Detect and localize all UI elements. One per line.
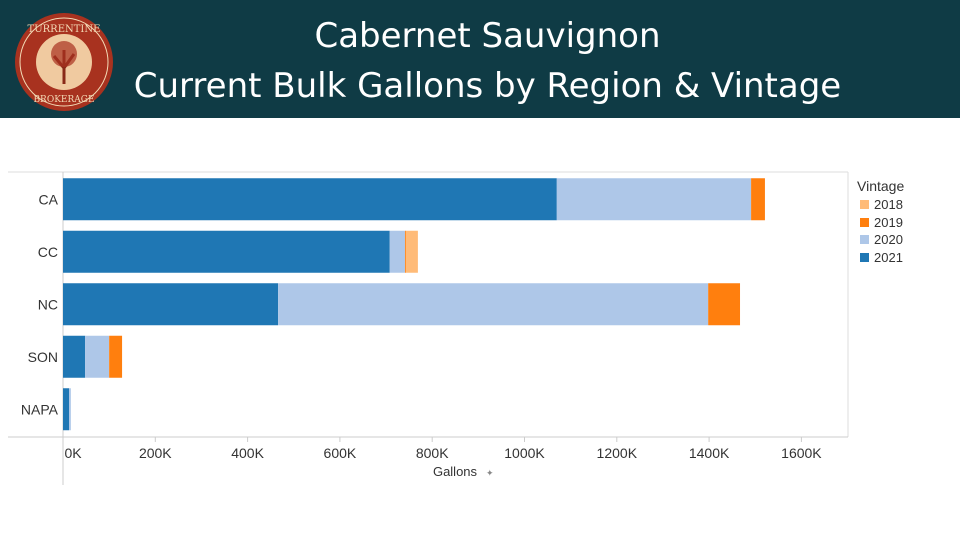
legend-label: 2021 <box>874 249 903 265</box>
legend-label: 2019 <box>874 214 903 230</box>
legend-item-2019: 2019 <box>860 215 903 230</box>
legend-label: 2018 <box>874 197 903 212</box>
legend-item-2021: 2021 <box>860 250 903 265</box>
x-axis-title: Gallons <box>433 464 478 479</box>
legend-label: 2020 <box>874 232 903 247</box>
x-tick-label: 800K <box>416 445 449 461</box>
legend-swatch <box>860 252 869 262</box>
title-line-2: Current Bulk Gallons by Region & Vintage <box>133 66 842 106</box>
svg-text:BROKERAGE: BROKERAGE <box>33 95 94 105</box>
legend-swatch <box>860 217 869 227</box>
bar-ca-2019 <box>751 178 765 221</box>
bar-nc-2019 <box>708 283 741 326</box>
bar-cc-2018 <box>405 230 418 273</box>
legend-item-2020: 2020 <box>860 232 903 247</box>
legend-item-2018: 2018 <box>860 197 903 212</box>
bar-nc-2020 <box>278 283 709 326</box>
turrentine-brokerage-logo: TURRENTINE BROKERAGE <box>15 13 113 111</box>
bar-cc-2020 <box>389 230 405 273</box>
bar-nc-2021 <box>63 283 279 326</box>
x-tick-label: 1000K <box>504 445 545 461</box>
bar-son-2020 <box>85 335 110 378</box>
x-tick-label: 1400K <box>689 445 730 461</box>
bar-cc-2019 <box>404 230 406 273</box>
header-banner: TURRENTINE BROKERAGE Cabernet Sauvignon … <box>0 0 960 118</box>
legend-title: Vintage <box>857 178 905 194</box>
y-tick-label: NC <box>38 296 58 312</box>
bar-cc-2021 <box>63 230 390 273</box>
bar-napa-2021 <box>63 388 69 431</box>
bar-ca-2021 <box>63 178 557 221</box>
svg-text:TURRENTINE: TURRENTINE <box>28 24 101 35</box>
x-tick-label: 200K <box>139 445 172 461</box>
x-tick-label: 400K <box>231 445 264 461</box>
bar-son-2019 <box>109 335 123 378</box>
y-tick-label: NAPA <box>21 401 59 417</box>
pin-icon: ✦ <box>486 468 494 478</box>
title-line-1: Cabernet Sauvignon <box>314 16 661 56</box>
x-tick-label: 600K <box>324 445 357 461</box>
bar-napa-2020 <box>68 388 71 431</box>
x-tick-label: 0K <box>64 445 82 461</box>
y-tick-label: SON <box>28 349 58 365</box>
bar-ca-2020 <box>556 178 752 221</box>
legend-swatch <box>860 200 869 209</box>
bar-son-2021 <box>63 335 86 378</box>
legend-swatch <box>860 235 869 244</box>
x-tick-label: 1200K <box>597 445 638 461</box>
y-tick-label: CC <box>38 244 58 260</box>
y-tick-label: CA <box>39 191 59 207</box>
x-tick-label: 1600K <box>781 445 822 461</box>
